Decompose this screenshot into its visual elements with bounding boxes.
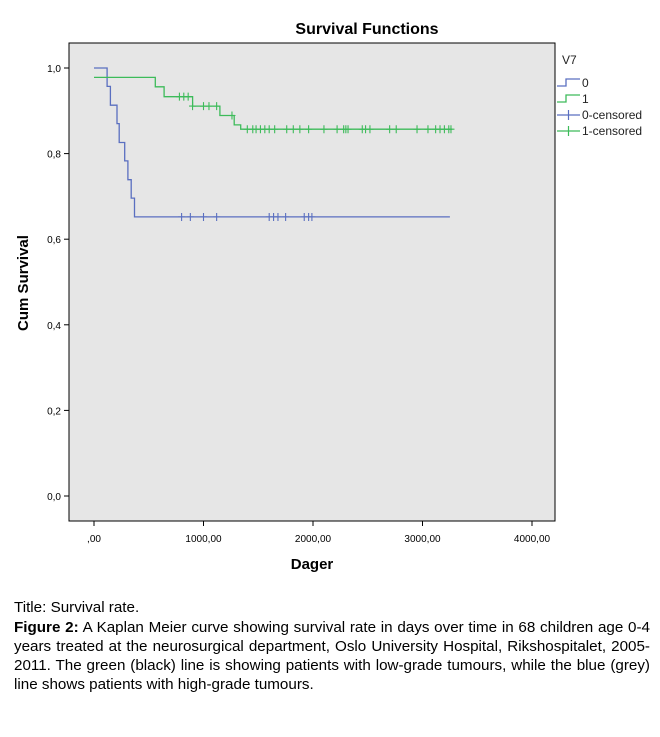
censor-mark-series-1 (283, 125, 291, 134)
legend-label: 1-censored (582, 124, 642, 138)
censor-mark-series-1 (413, 125, 421, 134)
censor-mark-series-1 (205, 102, 213, 111)
legend-swatch-line (557, 94, 580, 103)
censor-mark-series-0 (186, 212, 194, 221)
x-tick-label: 4000,00 (514, 534, 551, 545)
censor-mark-series-1 (228, 111, 236, 120)
legend-label: 0-censored (582, 108, 642, 122)
censor-mark-series-0 (200, 212, 207, 221)
censor-mark-series-1 (386, 125, 394, 134)
censor-mark-series-1 (296, 125, 304, 134)
censor-mark-series-1 (447, 125, 455, 134)
censor-mark-series-1 (305, 125, 313, 134)
y-tick-label: 0,2 (47, 406, 61, 417)
figure-caption: Title: Survival rate. Figure 2: A Kaplan… (14, 598, 650, 694)
censor-mark-series-1 (333, 125, 341, 134)
censor-mark-series-1 (184, 92, 192, 101)
caption-title-line: Title: Survival rate. (14, 599, 140, 616)
censor-mark-series-1 (424, 125, 432, 134)
y-tick-label: 0,6 (47, 235, 61, 246)
x-axis: ,00 1000,00 2000,00 3000,00 4000,00 (87, 521, 551, 545)
legend: 0 1 0-censored 1-censored (557, 76, 642, 138)
legend-label: 1 (582, 92, 589, 106)
y-tick-label: 0,4 (47, 321, 61, 332)
censor-mark-series-1 (189, 102, 197, 111)
x-tick-label: ,00 (87, 534, 101, 545)
x-tick-label: 2000,00 (295, 534, 332, 545)
chart-title: Survival Functions (295, 21, 438, 38)
censor-mark-series-1 (344, 125, 352, 134)
figure-label: Figure 2: (14, 619, 79, 636)
survival-chart: Survival Functions 0,0 0,2 0,4 0,6 0,8 1,0 ,0… (15, 21, 642, 573)
x-tick-label: 1000,00 (185, 534, 222, 545)
legend-swatch-censor (557, 110, 580, 120)
censor-mark-series-0 (274, 212, 282, 221)
series-layer (94, 67, 455, 221)
censor-mark-series-1 (320, 125, 328, 134)
censor-mark-series-0 (213, 212, 221, 221)
y-axis: 0,0 0,2 0,4 0,6 0,8 1,0 (47, 64, 69, 503)
censor-mark-series-1 (213, 102, 221, 111)
x-axis-title: Dager (291, 556, 334, 573)
survival-line-series-0 (94, 67, 450, 218)
legend-swatch-line (557, 78, 580, 87)
y-tick-label: 0,8 (47, 150, 61, 161)
plot-area (68, 42, 556, 522)
censor-mark-series-1 (289, 125, 297, 134)
censor-mark-series-1 (271, 125, 279, 134)
censor-mark-series-0 (308, 212, 316, 221)
legend-swatch-censor (557, 126, 580, 136)
y-tick-label: 1,0 (47, 64, 61, 75)
caption-body-paragraph: Figure 2: A Kaplan Meier curve showing s… (14, 618, 650, 694)
censor-mark-series-0 (282, 212, 290, 221)
caption-text: A Kaplan Meier curve showing survival ra… (14, 619, 650, 693)
censor-mark-series-0 (178, 212, 186, 221)
censor-mark-series-1 (392, 125, 400, 134)
y-axis-title: Cum Survival (15, 235, 32, 331)
censor-mark-series-1 (366, 125, 374, 134)
y-tick-label: 0,0 (47, 492, 61, 503)
legend-title: V7 (562, 53, 577, 67)
legend-label: 0 (582, 76, 589, 90)
x-tick-label: 3000,00 (404, 534, 441, 545)
